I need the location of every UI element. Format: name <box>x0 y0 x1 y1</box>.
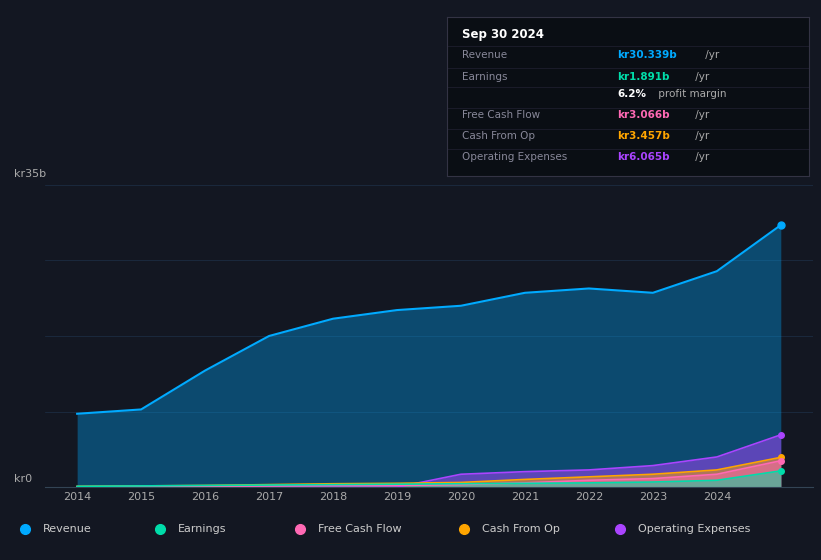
Text: profit margin: profit margin <box>655 90 727 100</box>
Text: kr30.339b: kr30.339b <box>617 50 677 60</box>
Text: Operating Expenses: Operating Expenses <box>462 152 567 162</box>
Text: kr35b: kr35b <box>15 169 47 179</box>
Text: Earnings: Earnings <box>178 524 227 534</box>
Text: kr1.891b: kr1.891b <box>617 72 670 82</box>
Text: kr3.066b: kr3.066b <box>617 110 670 120</box>
Text: Cash From Op: Cash From Op <box>462 131 535 141</box>
Text: kr0: kr0 <box>15 474 33 484</box>
Text: 6.2%: 6.2% <box>617 90 646 100</box>
Text: kr3.457b: kr3.457b <box>617 131 670 141</box>
Text: /yr: /yr <box>692 110 709 120</box>
Text: Operating Expenses: Operating Expenses <box>638 524 750 534</box>
Text: /yr: /yr <box>692 131 709 141</box>
Text: Free Cash Flow: Free Cash Flow <box>462 110 540 120</box>
Text: Free Cash Flow: Free Cash Flow <box>318 524 401 534</box>
Text: Cash From Op: Cash From Op <box>482 524 560 534</box>
Text: Revenue: Revenue <box>462 50 507 60</box>
Text: Sep 30 2024: Sep 30 2024 <box>462 28 544 41</box>
Text: kr6.065b: kr6.065b <box>617 152 670 162</box>
Text: /yr: /yr <box>702 50 719 60</box>
Text: /yr: /yr <box>692 152 709 162</box>
Text: Earnings: Earnings <box>462 72 507 82</box>
Text: /yr: /yr <box>692 72 709 82</box>
Text: Revenue: Revenue <box>43 524 91 534</box>
